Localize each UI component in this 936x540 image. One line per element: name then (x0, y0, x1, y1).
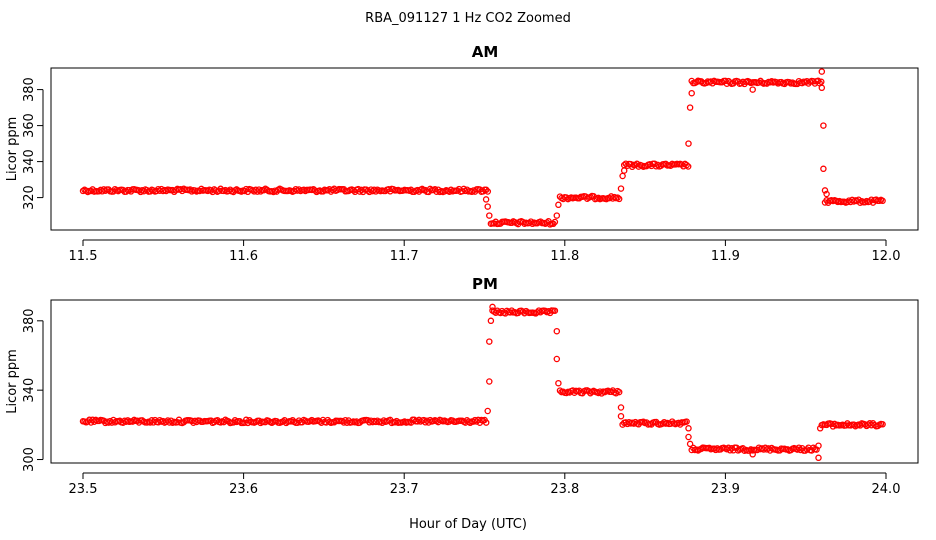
pm-data-point (553, 355, 561, 363)
am-data-point (484, 203, 491, 210)
am-data-points (79, 68, 886, 228)
pm-y-axis-label: Licor ppm (5, 349, 20, 414)
pm-data-point (617, 412, 625, 420)
am-data-point (482, 186, 490, 194)
pm-panel: PM 23.5 23.6 23.7 23.8 23.9 24.0 300 340 380 Lico… (5, 275, 919, 497)
pm-x-tick-label: 23.8 (550, 482, 579, 497)
pm-data-point (640, 418, 647, 425)
am-x-tick-label: 11.9 (711, 249, 740, 264)
am-data-point (486, 212, 493, 219)
am-data-point (615, 195, 623, 203)
am-data-point (818, 84, 826, 92)
figure-title: RBA_091127 1 Hz CO2 Zoomed (365, 11, 571, 26)
am-y-tick-label: 380 (22, 77, 37, 102)
pm-data-points (79, 303, 886, 462)
am-data-point (820, 165, 827, 173)
pm-data-point (815, 442, 822, 449)
am-data-point (686, 104, 694, 111)
am-data-point (821, 187, 829, 194)
pm-data-point (484, 407, 491, 415)
am-data-point (257, 188, 264, 195)
am-data-point (553, 212, 561, 219)
pm-data-point (815, 454, 822, 462)
am-y-tick-label: 360 (22, 113, 37, 138)
am-y-axis-label: Licor ppm (5, 117, 20, 182)
pm-data-point (683, 418, 690, 425)
pm-data-point (617, 404, 625, 411)
pm-x-tick-label: 23.6 (229, 482, 258, 497)
pm-data-point (553, 327, 561, 335)
am-data-point (619, 172, 626, 180)
pm-data-point (686, 440, 694, 448)
pm-y-tick-label: 380 (22, 308, 37, 333)
pm-data-point (685, 433, 692, 441)
pm-data-point (555, 379, 562, 387)
pm-plot-frame (50, 299, 919, 464)
am-data-point (468, 188, 476, 196)
pm-data-point (466, 419, 474, 427)
pm-data-point (551, 307, 559, 314)
pm-data-point (615, 388, 623, 396)
am-data-point (749, 86, 756, 93)
pm-data-point (489, 303, 496, 311)
am-plot-frame (50, 67, 919, 231)
pm-data-point (482, 419, 490, 426)
pm-x-tick-label: 23.9 (711, 482, 740, 497)
pm-data-point (105, 419, 112, 426)
am-data-point (617, 185, 625, 192)
pm-data-point (486, 378, 493, 385)
am-x-tick-label: 12.0 (872, 249, 901, 264)
pm-data-point (156, 416, 164, 424)
am-data-point (555, 201, 562, 209)
am-data-point (614, 194, 621, 201)
am-data-point (818, 68, 826, 75)
pm-x-tick-label: 23.7 (390, 482, 419, 497)
am-data-point (688, 89, 695, 97)
panel-title-am: AM (472, 43, 499, 61)
am-data-point (684, 163, 692, 170)
panel-title-pm: PM (472, 275, 498, 293)
am-data-point (820, 122, 827, 129)
am-x-tick-label: 11.5 (69, 249, 98, 264)
am-data-point (137, 188, 144, 196)
am-data-point (823, 190, 830, 198)
pm-y-tick-label: 300 (22, 447, 37, 472)
pm-data-point (762, 444, 769, 452)
am-data-point (484, 188, 492, 195)
am-data-point (879, 197, 886, 205)
am-y-tick-label: 340 (22, 149, 37, 174)
am-panel: AM 11.5 11.6 11.7 11.8 11.9 12.0 320 340 360 380L… (5, 43, 919, 264)
pm-data-point (810, 444, 817, 452)
pm-data-point (486, 338, 493, 345)
am-data-point (818, 78, 825, 86)
pm-data-point (816, 425, 824, 432)
x-axis-label: Hour of Day (UTC) (409, 517, 527, 532)
am-x-tick-label: 11.7 (390, 249, 419, 264)
am-data-point (620, 167, 628, 174)
am-x-tick-label: 11.6 (229, 249, 258, 264)
pm-data-point (487, 317, 495, 325)
pm-y-tick-label: 340 (22, 378, 37, 403)
am-data-point (685, 140, 692, 147)
pm-x-tick-label: 24.0 (872, 482, 901, 497)
am-data-point (482, 196, 490, 203)
pm-data-point (471, 416, 479, 424)
pm-data-point (685, 425, 692, 432)
pm-data-point (749, 451, 756, 458)
pm-data-point (879, 421, 886, 428)
am-y-tick-label: 320 (22, 185, 37, 210)
pm-x-tick-label: 23.5 (69, 482, 98, 497)
am-x-tick-label: 11.8 (550, 249, 579, 264)
am-data-point (683, 161, 690, 169)
am-data-point (551, 218, 559, 226)
